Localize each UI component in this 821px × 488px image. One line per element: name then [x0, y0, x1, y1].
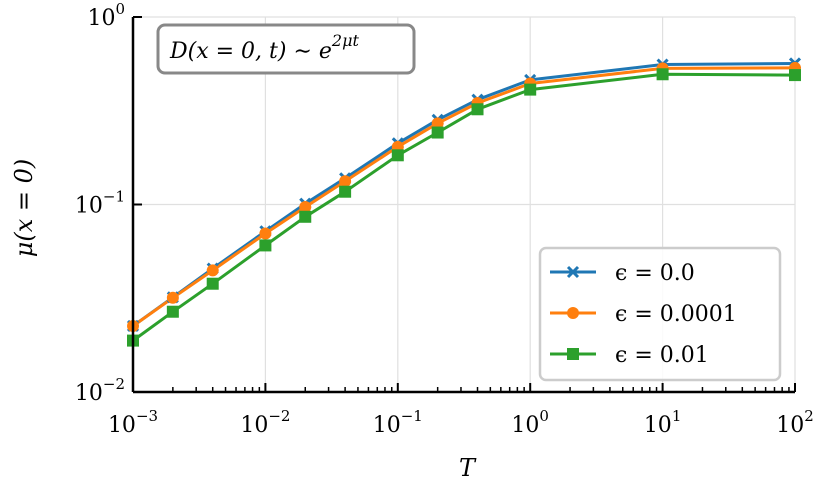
annotation-main: D(x = 0, t) ∼ e — [169, 39, 332, 64]
series-line-1 — [132, 66, 796, 328]
x-tick-label: 100 — [511, 407, 549, 438]
series-line-2 — [132, 72, 796, 342]
x-axis-label: T — [459, 454, 477, 482]
data-point-s2-6 — [391, 149, 404, 162]
svg-text:D(x = 0, t) ∼ e2μt: D(x = 0, t) ∼ e2μt — [169, 31, 359, 64]
data-point-s1-7 — [431, 117, 444, 130]
legend-label-2: ϵ = 0.01 — [615, 343, 709, 368]
legend-frame — [538, 246, 782, 382]
data-point-s2-8 — [471, 103, 484, 116]
y-tick-label: 100 — [87, 0, 125, 31]
series-lines — [132, 62, 796, 342]
data-point-s2-3 — [259, 239, 272, 252]
legend-marker-0 — [566, 265, 580, 279]
data-point-s2-9 — [524, 83, 537, 96]
data-point-s2-5 — [339, 185, 352, 198]
data-point-s2-1 — [166, 305, 179, 318]
x-tick-label: 101 — [644, 407, 682, 438]
legend: ϵ = 0.0 ϵ = 0.0001 ϵ = 0.01 — [538, 246, 782, 382]
data-point-s2-7 — [431, 126, 444, 139]
ticks — [132, 16, 796, 393]
legend-label-1: ϵ = 0.0001 — [615, 302, 737, 327]
x-tick-label: 10−1 — [373, 407, 423, 438]
legend-label-0: ϵ = 0.0 — [615, 261, 695, 286]
y-tick-label: 10−2 — [75, 375, 125, 406]
data-point-s2-10 — [656, 68, 669, 81]
annotation-box: D(x = 0, t) ∼ e2μt — [156, 23, 416, 75]
data-point-s2-4 — [299, 210, 312, 223]
y-axis-label: μ(x = 0) — [10, 159, 38, 258]
legend-marker-1 — [567, 307, 579, 319]
data-point-s1-2 — [206, 264, 219, 277]
data-point-s2-11 — [789, 69, 801, 82]
x-tick-label: 10−3 — [108, 407, 158, 438]
y-tick-label: 10−1 — [75, 188, 125, 219]
legend-marker-2 — [567, 348, 579, 360]
data-point-s2-2 — [206, 277, 219, 290]
x-tick-label: 10−2 — [240, 407, 290, 438]
data-point-s1-3 — [259, 227, 272, 240]
data-point-s1-5 — [339, 175, 352, 188]
annotation-exponent: 2μt — [331, 31, 360, 50]
data-point-s1-1 — [166, 291, 179, 304]
x-tick-label: 102 — [776, 407, 814, 438]
data-point-s1-4 — [299, 200, 312, 213]
